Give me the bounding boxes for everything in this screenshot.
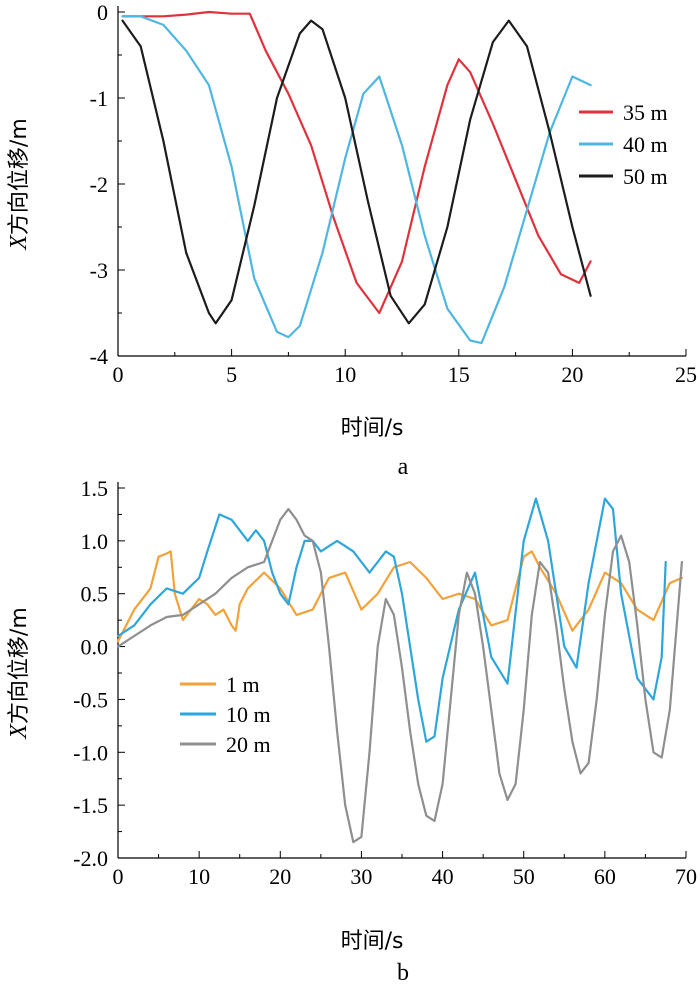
x-tick-label: 15 xyxy=(448,362,470,387)
panel-b-chart: 0 10 20 30 40 50 60 70 1.5 1.0 0.5 0.0 -0.5 -1.0 -1.5 -… xyxy=(6,476,697,954)
y-tick-label: -1.5 xyxy=(73,793,108,818)
y-axis-title-variable: X xyxy=(6,723,32,740)
x-tick-label: 0 xyxy=(113,362,124,387)
series-line-20m xyxy=(116,508,683,844)
x-tick-label: 0 xyxy=(113,864,124,889)
y-tick-label: -0.5 xyxy=(73,687,108,712)
y-tick-label: -1.0 xyxy=(73,740,108,765)
y-tick-label: -3 xyxy=(90,258,108,283)
x-tick-label: 25 xyxy=(675,362,697,387)
y-tick-label: 1.0 xyxy=(81,529,109,554)
series-line-35m xyxy=(121,10,592,315)
x-tick-label: 70 xyxy=(675,864,697,889)
y-axis-title-text: 方向位移/m xyxy=(7,607,32,724)
x-axis-title: 时间/s xyxy=(341,929,404,954)
y-tick-label: 1.5 xyxy=(81,476,109,501)
series-line-40m xyxy=(121,15,592,345)
series-line-50m xyxy=(121,19,592,325)
x-tick-label: 5 xyxy=(226,362,237,387)
x-tick-label: 20 xyxy=(561,362,583,387)
y-tick-label: 0 xyxy=(97,0,108,25)
y-tick-label: 0.5 xyxy=(81,582,109,607)
x-tick-label: 40 xyxy=(432,864,454,889)
x-axis-title: 时间/s xyxy=(341,416,404,441)
panel-a-chart: 0 5 10 15 20 25 0 -1 -2 -3 -4 35 m 40 m 50 m 时间/s X方向位移… xyxy=(6,0,697,441)
legend-label: 10 m xyxy=(226,702,271,727)
y-tick-label: -4 xyxy=(90,344,108,369)
series-line-1m xyxy=(116,550,683,643)
x-tick-label: 10 xyxy=(334,362,356,387)
legend-label: 35 m xyxy=(623,100,668,125)
y-axis-title: X方向位移/m xyxy=(6,607,32,740)
x-tick-label: 20 xyxy=(269,864,291,889)
legend-label: 20 m xyxy=(226,732,271,757)
y-axis-title-variable: X xyxy=(6,234,32,251)
panel-label-a: a xyxy=(398,454,409,480)
panel-label-b: b xyxy=(397,960,409,986)
x-tick-label: 60 xyxy=(594,864,616,889)
x-tick-label: 10 xyxy=(188,864,210,889)
x-tick-label: 30 xyxy=(350,864,372,889)
y-tick-label: -1 xyxy=(90,86,108,111)
y-axis-title: X方向位移/m xyxy=(6,118,32,251)
series-line-10m xyxy=(116,497,667,743)
y-tick-label: -2 xyxy=(90,172,108,197)
y-axis-title-text: 方向位移/m xyxy=(7,118,32,235)
legend-label: 1 m xyxy=(226,672,260,697)
y-tick-label: 0.0 xyxy=(81,635,109,660)
legend-label: 40 m xyxy=(623,132,668,157)
y-tick-label: -2.0 xyxy=(73,846,108,871)
x-tick-label: 50 xyxy=(513,864,535,889)
legend-label: 50 m xyxy=(623,164,668,189)
